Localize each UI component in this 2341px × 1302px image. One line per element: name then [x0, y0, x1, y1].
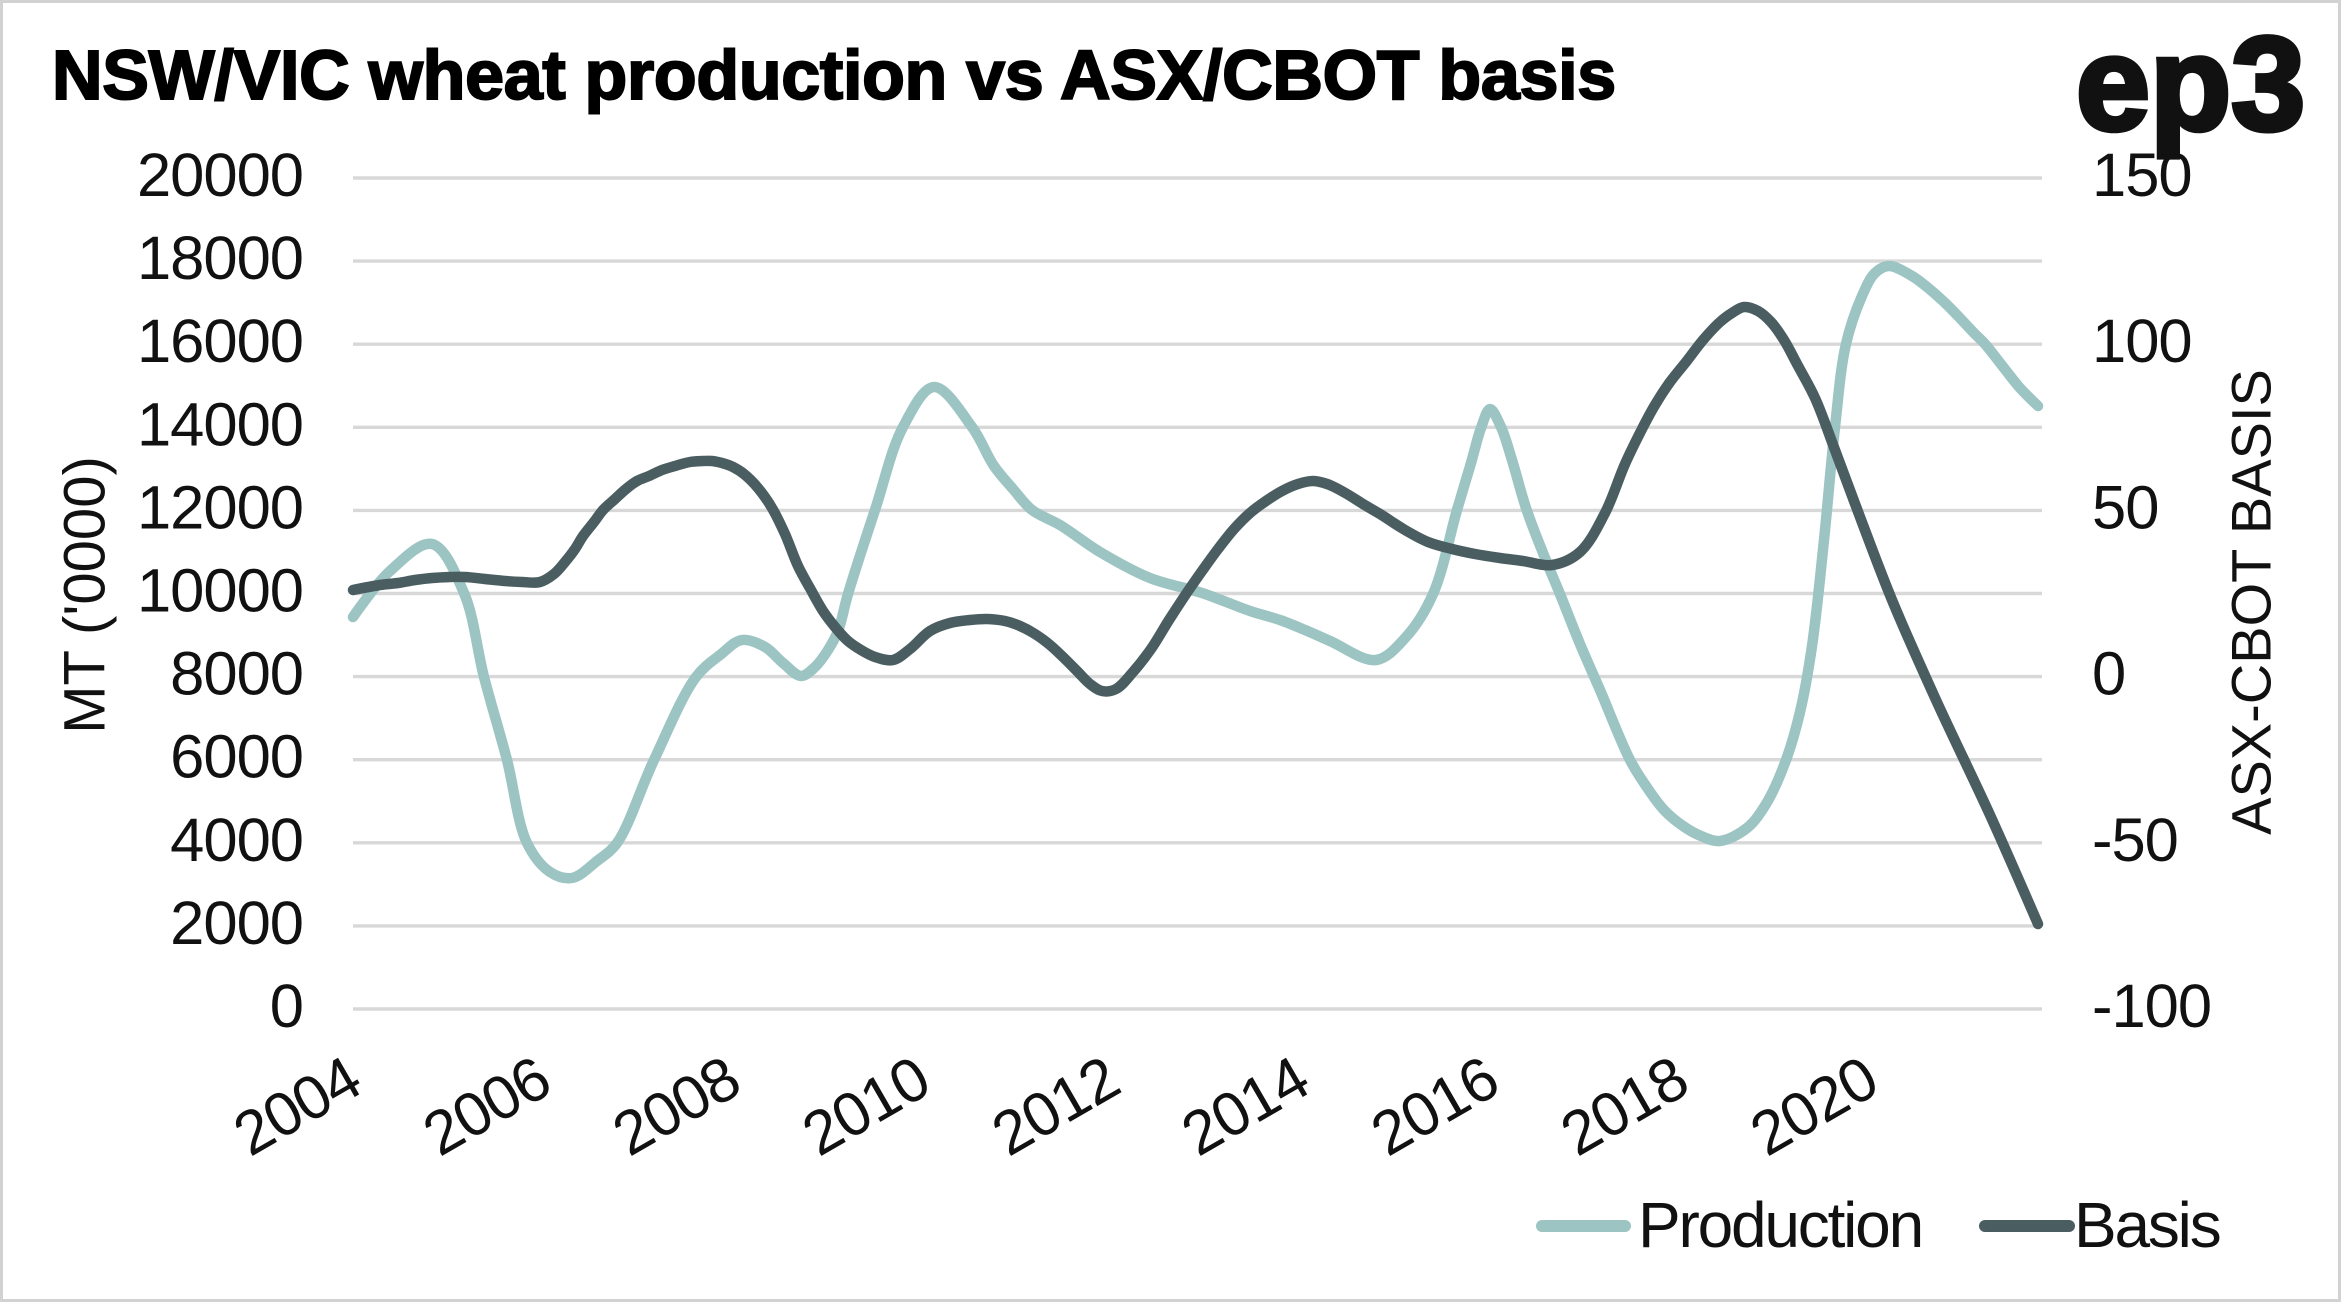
- svg-text:-100: -100: [2092, 972, 2211, 1041]
- svg-text:2016: 2016: [1360, 1043, 1510, 1169]
- svg-text:2000: 2000: [170, 889, 303, 958]
- svg-text:14000: 14000: [137, 390, 303, 459]
- svg-text:100: 100: [2092, 307, 2192, 376]
- svg-text:2020: 2020: [1739, 1043, 1889, 1169]
- svg-text:Basis: Basis: [2074, 1189, 2220, 1261]
- svg-text:4000: 4000: [170, 806, 303, 875]
- svg-text:Production: Production: [1638, 1189, 1922, 1261]
- svg-text:6000: 6000: [170, 723, 303, 792]
- svg-text:10000: 10000: [137, 557, 303, 626]
- svg-text:-50: -50: [2092, 806, 2178, 875]
- svg-text:50: 50: [2092, 473, 2158, 542]
- svg-text:2014: 2014: [1170, 1043, 1320, 1169]
- svg-text:20000: 20000: [137, 141, 303, 210]
- svg-text:0: 0: [270, 972, 303, 1041]
- svg-text:12000: 12000: [137, 473, 303, 542]
- svg-text:0: 0: [2092, 640, 2125, 709]
- svg-text:18000: 18000: [137, 224, 303, 293]
- svg-text:2004: 2004: [222, 1043, 372, 1169]
- svg-text:2008: 2008: [602, 1043, 752, 1169]
- svg-text:8000: 8000: [170, 640, 303, 709]
- svg-text:ep3: ep3: [2076, 11, 2305, 159]
- svg-text:2006: 2006: [412, 1043, 562, 1169]
- svg-text:2010: 2010: [791, 1043, 941, 1169]
- svg-text:2018: 2018: [1550, 1043, 1700, 1169]
- svg-text:16000: 16000: [137, 307, 303, 376]
- svg-text:2012: 2012: [981, 1043, 1131, 1169]
- svg-text:150: 150: [2092, 141, 2192, 210]
